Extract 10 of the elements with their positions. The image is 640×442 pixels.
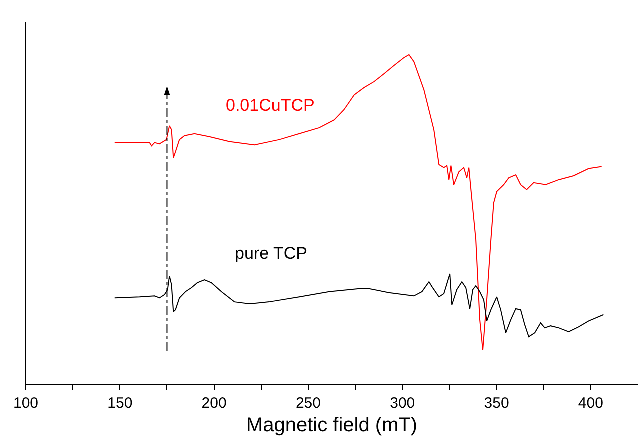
x-tick-label: 250 <box>296 395 321 412</box>
x-tick-label: 150 <box>108 395 133 412</box>
x-tick-label: 200 <box>202 395 227 412</box>
series-label: 0.01CuTCP <box>226 96 315 115</box>
x-tick-label: 400 <box>578 395 604 412</box>
x-tick-label: 100 <box>13 395 39 412</box>
series-label: pure TCP <box>235 244 308 263</box>
x-tick-label: 300 <box>390 395 416 412</box>
x-tick-label: 350 <box>484 395 510 412</box>
x-axis-title: Magnetic field (mT) <box>246 414 418 436</box>
